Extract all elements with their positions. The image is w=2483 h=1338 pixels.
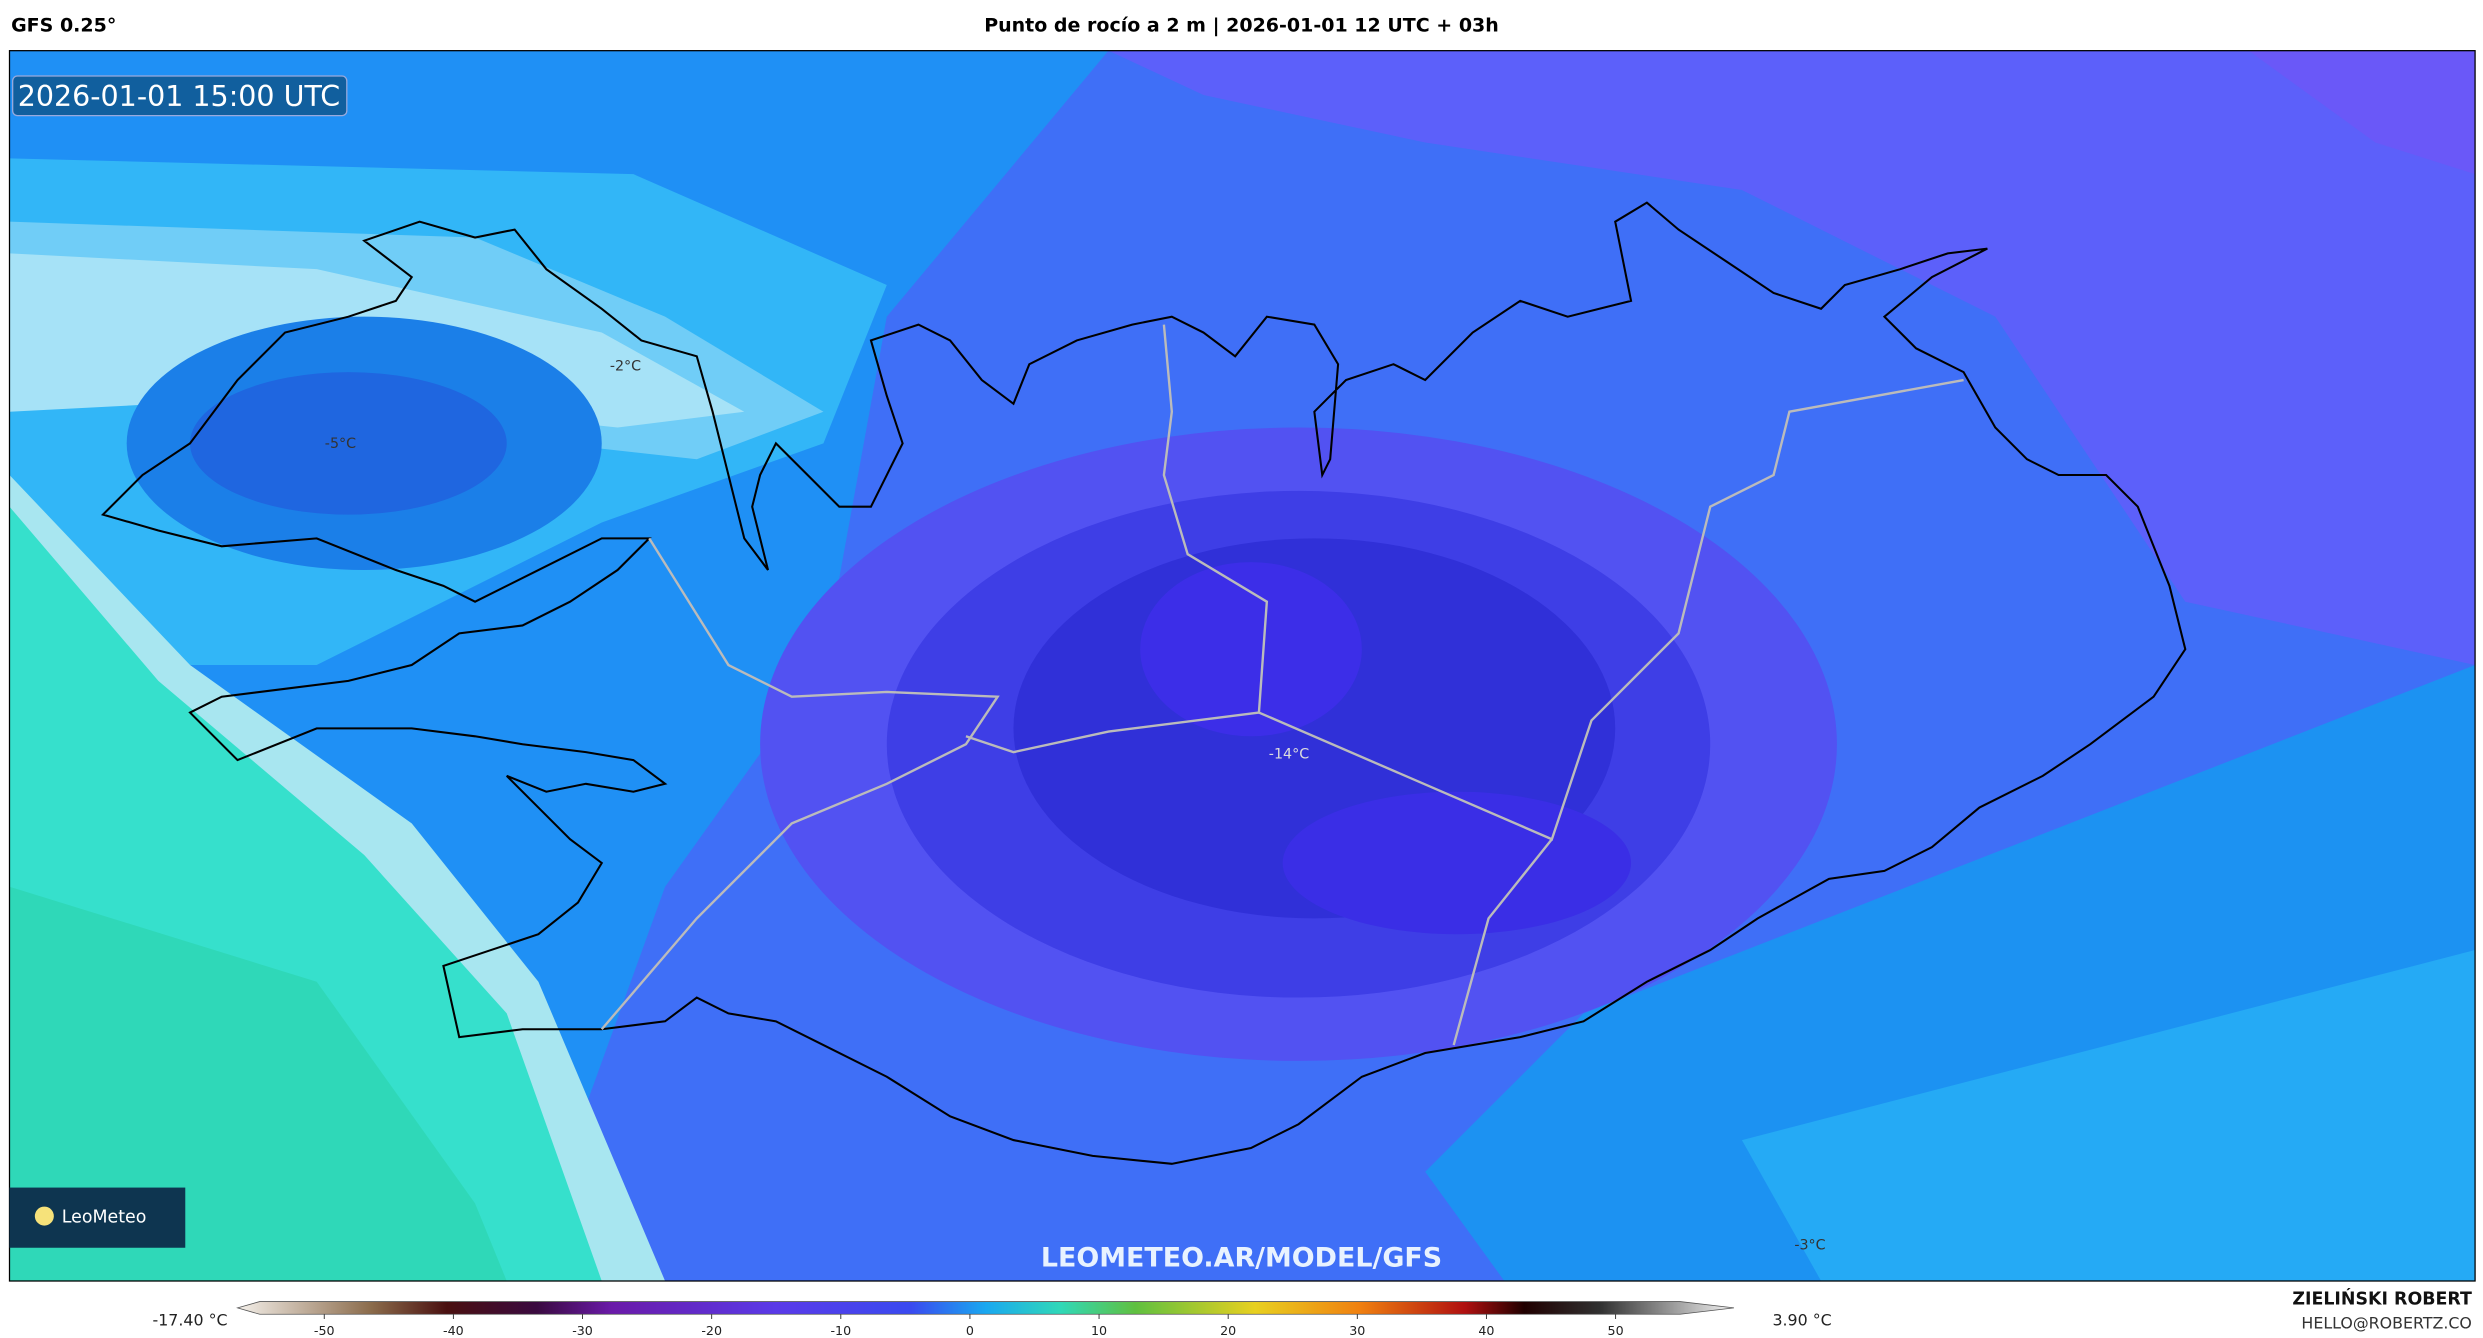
- colorbar-tick-label: -10: [830, 1323, 851, 1338]
- logo-sun: [34, 1206, 54, 1226]
- road: [1452, 838, 1553, 1046]
- model-label: GFS 0.25°: [11, 15, 116, 37]
- colorbar-tick-label: -30: [572, 1323, 593, 1338]
- watermark: LEOMETEO.AR/MODEL/GFS: [1041, 1243, 1442, 1274]
- email: HELLO@ROBERTZ.CO: [2301, 1313, 2471, 1332]
- colorbar-tick-label: 50: [1608, 1323, 1624, 1338]
- author: ZIELIŃSKI ROBERT: [2292, 1288, 2472, 1310]
- valid-time: 2026-01-01 15:00 UTC: [18, 80, 340, 113]
- colorbar-min: -17.40 °C: [153, 1310, 228, 1329]
- colorbar-tick-label: 10: [1091, 1323, 1107, 1338]
- colorbar-tick-label: 20: [1220, 1323, 1236, 1338]
- colorbar-max: 3.90 °C: [1772, 1310, 1831, 1329]
- road: [965, 324, 1269, 754]
- contour-label: -14°C: [1269, 746, 1309, 762]
- colorbar: -50 -40 -30 -20 -10 0 10 20 30 40 50: [236, 1301, 1735, 1338]
- contour-label: -3°C: [1794, 1237, 1825, 1253]
- colorbar-tick-label: 40: [1478, 1323, 1494, 1338]
- map-title: Punto de rocío a 2 m | 2026-01-01 12 UTC…: [984, 15, 1499, 37]
- colorbar-tick-label: 0: [966, 1323, 974, 1338]
- map-frame: [8, 50, 2476, 1282]
- contour-label: -2°C: [610, 359, 641, 375]
- time-badge: [12, 75, 348, 117]
- road: [600, 537, 1000, 1031]
- contour-label: -5°C: [325, 436, 356, 452]
- coastline: [100, 201, 2187, 1165]
- logo: LeoMeteo: [62, 1207, 147, 1227]
- colorbar-tick-label: -40: [443, 1323, 464, 1338]
- colorbar-tick-label: -50: [314, 1323, 335, 1338]
- colorbar-body: [236, 1301, 1735, 1315]
- colorbar-tick-label: -20: [701, 1323, 722, 1338]
- map-field: -2°C -5°C -14°C -3°C: [9, 50, 2476, 1281]
- road: [1258, 378, 1964, 841]
- colorbar-tick-label: 30: [1349, 1323, 1365, 1338]
